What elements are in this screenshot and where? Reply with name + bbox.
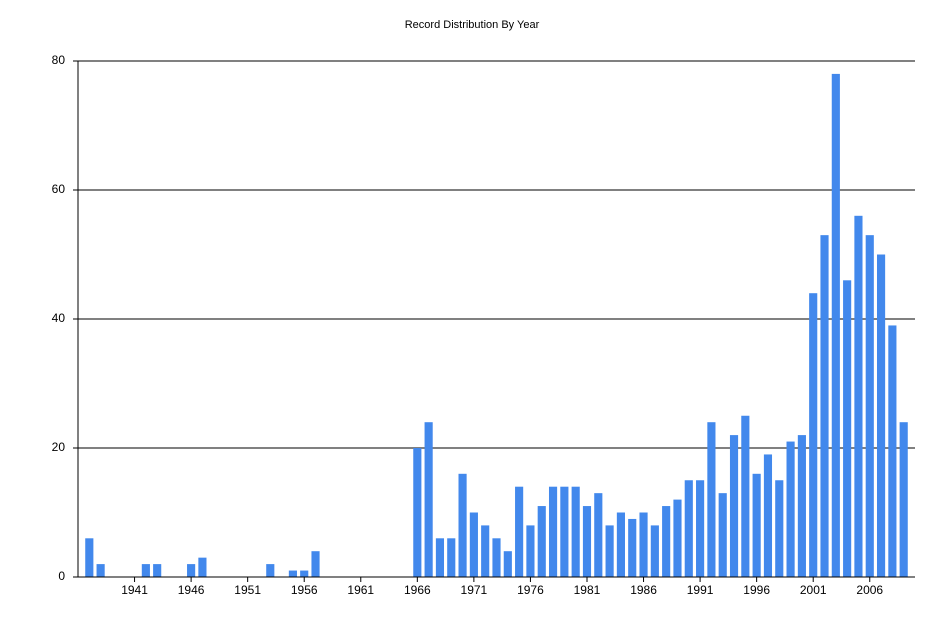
x-tick-label: 1991 xyxy=(687,583,714,597)
bar xyxy=(96,564,105,577)
bar xyxy=(628,518,637,577)
bar xyxy=(775,480,784,577)
bar xyxy=(582,506,592,577)
bar xyxy=(763,454,773,577)
bar xyxy=(718,493,727,577)
bar xyxy=(413,448,422,577)
x-tick-label: 1971 xyxy=(461,583,488,597)
bar xyxy=(752,473,761,577)
x-tick-label: 1951 xyxy=(234,583,261,597)
bar xyxy=(458,473,467,577)
bar xyxy=(865,235,874,577)
bar xyxy=(571,486,580,577)
x-tick-label: 1976 xyxy=(517,583,544,597)
bar xyxy=(447,538,456,577)
bar xyxy=(854,215,863,578)
bar xyxy=(187,564,196,577)
bar xyxy=(153,564,162,577)
bar xyxy=(876,254,886,577)
bar xyxy=(662,506,671,577)
bar xyxy=(288,570,297,577)
y-tick-label: 20 xyxy=(52,440,66,454)
y-tick-label: 0 xyxy=(58,569,65,583)
x-tick-label: 1956 xyxy=(291,583,318,597)
bar xyxy=(560,486,569,577)
x-tick-label: 1981 xyxy=(574,583,601,597)
bar xyxy=(684,480,693,577)
bar xyxy=(198,557,207,577)
bar xyxy=(469,512,478,577)
bar xyxy=(503,551,512,577)
x-tick-label: 1986 xyxy=(630,583,657,597)
bar xyxy=(809,293,818,577)
bar xyxy=(696,480,705,577)
bar xyxy=(515,486,524,577)
y-tick-label: 60 xyxy=(52,182,66,196)
bar xyxy=(639,512,648,577)
bar xyxy=(548,486,558,577)
bar xyxy=(729,435,739,577)
bar xyxy=(786,441,795,577)
x-tick-label: 2001 xyxy=(800,583,827,597)
bar xyxy=(85,538,94,577)
bar xyxy=(492,538,501,577)
bar xyxy=(650,525,659,577)
bar xyxy=(424,422,433,577)
y-tick-label: 80 xyxy=(52,53,66,67)
bar xyxy=(741,415,750,577)
bar xyxy=(820,235,829,577)
bar xyxy=(481,525,490,577)
bar xyxy=(616,512,625,577)
bar xyxy=(594,493,603,577)
y-tick-label: 40 xyxy=(52,311,66,325)
bar xyxy=(843,280,852,577)
bar xyxy=(888,325,897,577)
bar xyxy=(526,525,535,577)
bar xyxy=(899,422,908,577)
x-tick-label: 2006 xyxy=(856,583,883,597)
bar xyxy=(831,73,840,578)
x-tick-label: 1961 xyxy=(347,583,374,597)
x-tick-label: 1941 xyxy=(121,583,148,597)
bar xyxy=(707,422,716,577)
x-tick-label: 1966 xyxy=(404,583,431,597)
bar xyxy=(266,564,275,577)
x-tick-label: 1996 xyxy=(743,583,770,597)
bar xyxy=(537,506,546,577)
bar xyxy=(311,551,320,577)
bar xyxy=(300,570,309,577)
x-tick-label: 1946 xyxy=(178,583,205,597)
chart-title: Record Distribution By Year xyxy=(405,19,540,31)
bar xyxy=(435,538,445,577)
bar xyxy=(141,564,150,577)
bar xyxy=(797,435,806,577)
bar xyxy=(605,525,614,577)
bar xyxy=(673,499,682,577)
